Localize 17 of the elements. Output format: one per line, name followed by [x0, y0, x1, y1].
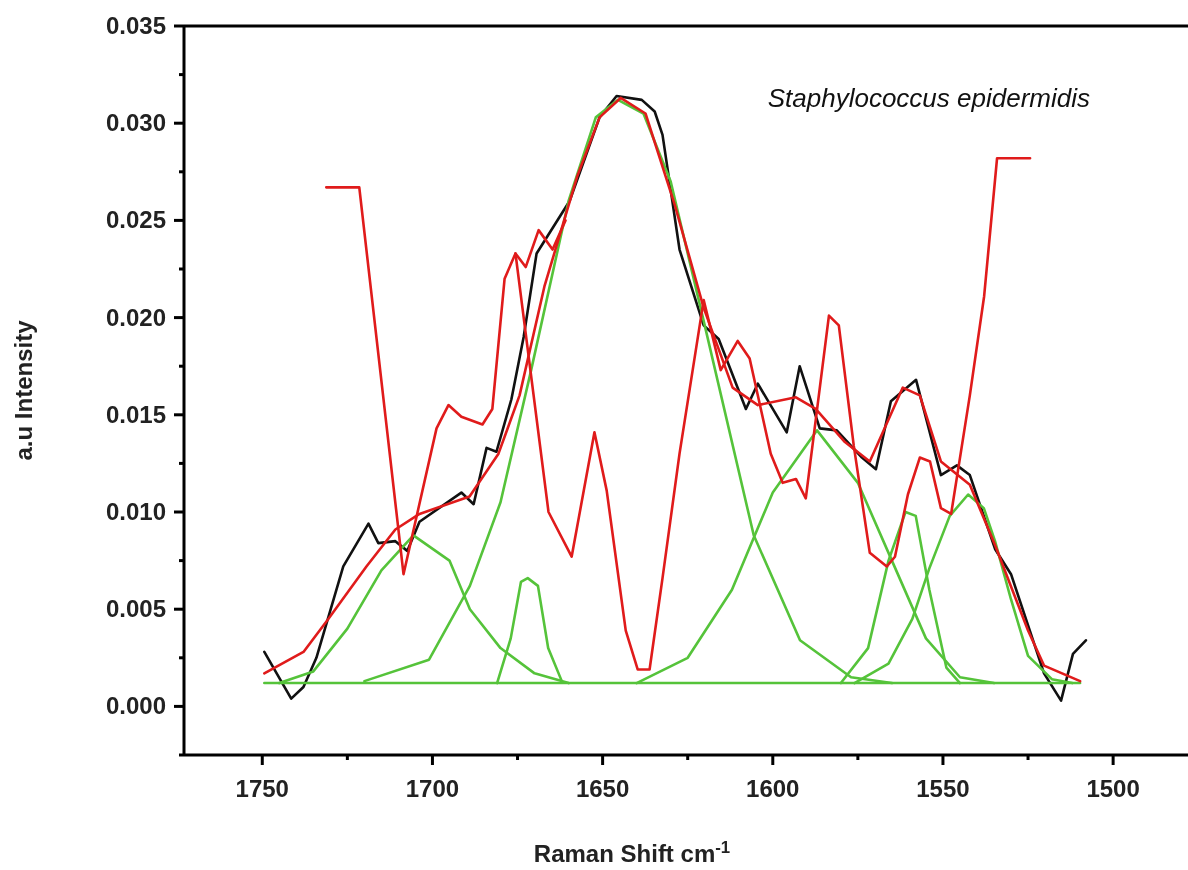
text: 0.000: [105, 692, 166, 720]
x-tick-label: 1750: [235, 775, 289, 802]
text: 0.010: [105, 498, 166, 525]
y-tick-label: 0.035: [105, 12, 166, 39]
text: 0.030: [105, 109, 166, 137]
y-tick-label: 0.005: [105, 595, 166, 623]
x-tick-label: 1600: [746, 775, 800, 802]
x-axis-title: Raman Shift cm$^{-1}$: [533, 837, 731, 867]
y-axis-title: a.u Intensity: [10, 319, 37, 461]
text: 0.020: [105, 303, 166, 331]
x-tick-label: 1500: [1086, 775, 1140, 802]
y-tick-label: 0.015: [105, 400, 166, 428]
x-tick-label: 1700: [405, 775, 460, 802]
y-tick-label: 0.025: [105, 206, 166, 234]
x-tick-label: 1650: [575, 775, 630, 802]
annotation: Staphylococcus epidermidis: [767, 83, 1090, 113]
x-tick-label: 1550: [916, 775, 970, 802]
